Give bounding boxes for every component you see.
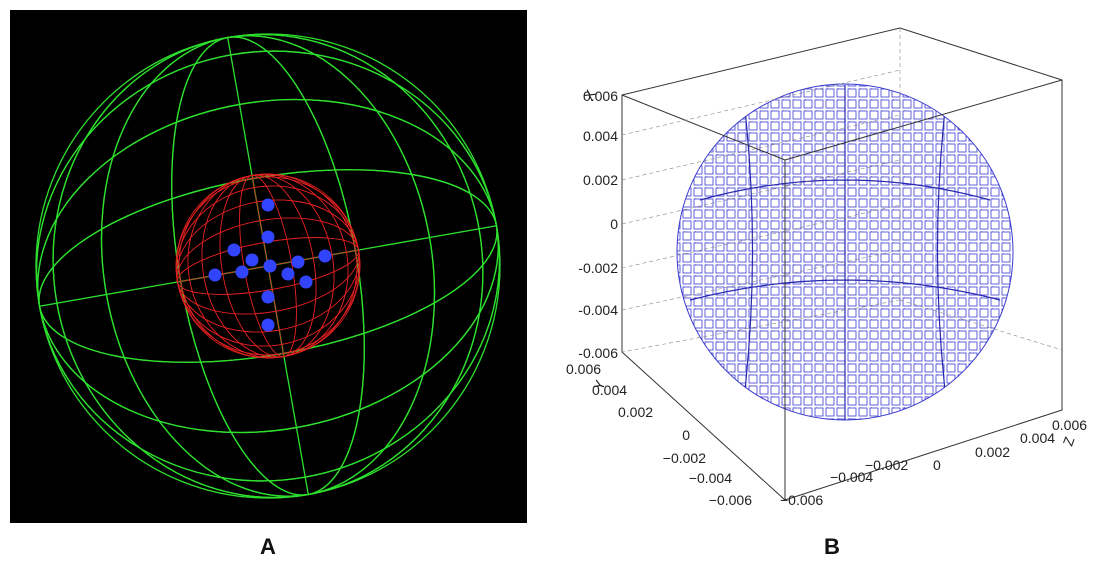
axis-tick-label: 0.006 — [1052, 417, 1087, 433]
particle — [228, 244, 241, 257]
particle — [292, 256, 305, 269]
axis-title: Z — [1059, 434, 1077, 448]
particle — [246, 254, 259, 267]
axis-tick-label: -0.004 — [578, 302, 618, 318]
axis-tick-label: 0.004 — [1020, 430, 1055, 446]
axis-tick-label: -0.002 — [578, 260, 618, 276]
particle — [262, 231, 275, 244]
page: {"panels": [ {"label": "A"}, {"label": "… — [0, 0, 1094, 563]
axis-tick-label: 0.004 — [583, 128, 618, 144]
axis-tick-label: 0 — [682, 427, 690, 443]
particle — [282, 268, 295, 281]
axis-tick-label: 0.006 — [566, 361, 601, 377]
particle — [236, 266, 249, 279]
particle — [319, 250, 332, 263]
particle — [262, 291, 275, 304]
axis-tick-label: −0.006 — [780, 492, 823, 508]
axis-tick-label: −0.004 — [689, 470, 732, 486]
axis-tick-label: 0.002 — [618, 404, 653, 420]
particle — [264, 260, 277, 273]
particle — [300, 276, 313, 289]
particle — [209, 269, 222, 282]
axis-tick-label: −0.002 — [663, 450, 706, 466]
voxel-sphere — [677, 84, 1013, 420]
particle — [262, 199, 275, 212]
axis-tick-label: 0.002 — [583, 172, 618, 188]
axis-tick-label: −0.002 — [865, 457, 908, 473]
axis-tick-label: −0.006 — [709, 492, 752, 508]
axis-tick-label: 0 — [610, 216, 618, 232]
axis-tick-label: 0 — [933, 457, 941, 473]
axis-tick-label: 0.002 — [975, 444, 1010, 460]
axis-tick-label: -0.006 — [578, 345, 618, 361]
figure: AB0.0060.0040.0020-0.002-0.004-0.0060.00… — [0, 0, 1094, 558]
panel-label: A — [260, 534, 276, 558]
panel-label: B — [824, 534, 840, 558]
particle — [262, 319, 275, 332]
